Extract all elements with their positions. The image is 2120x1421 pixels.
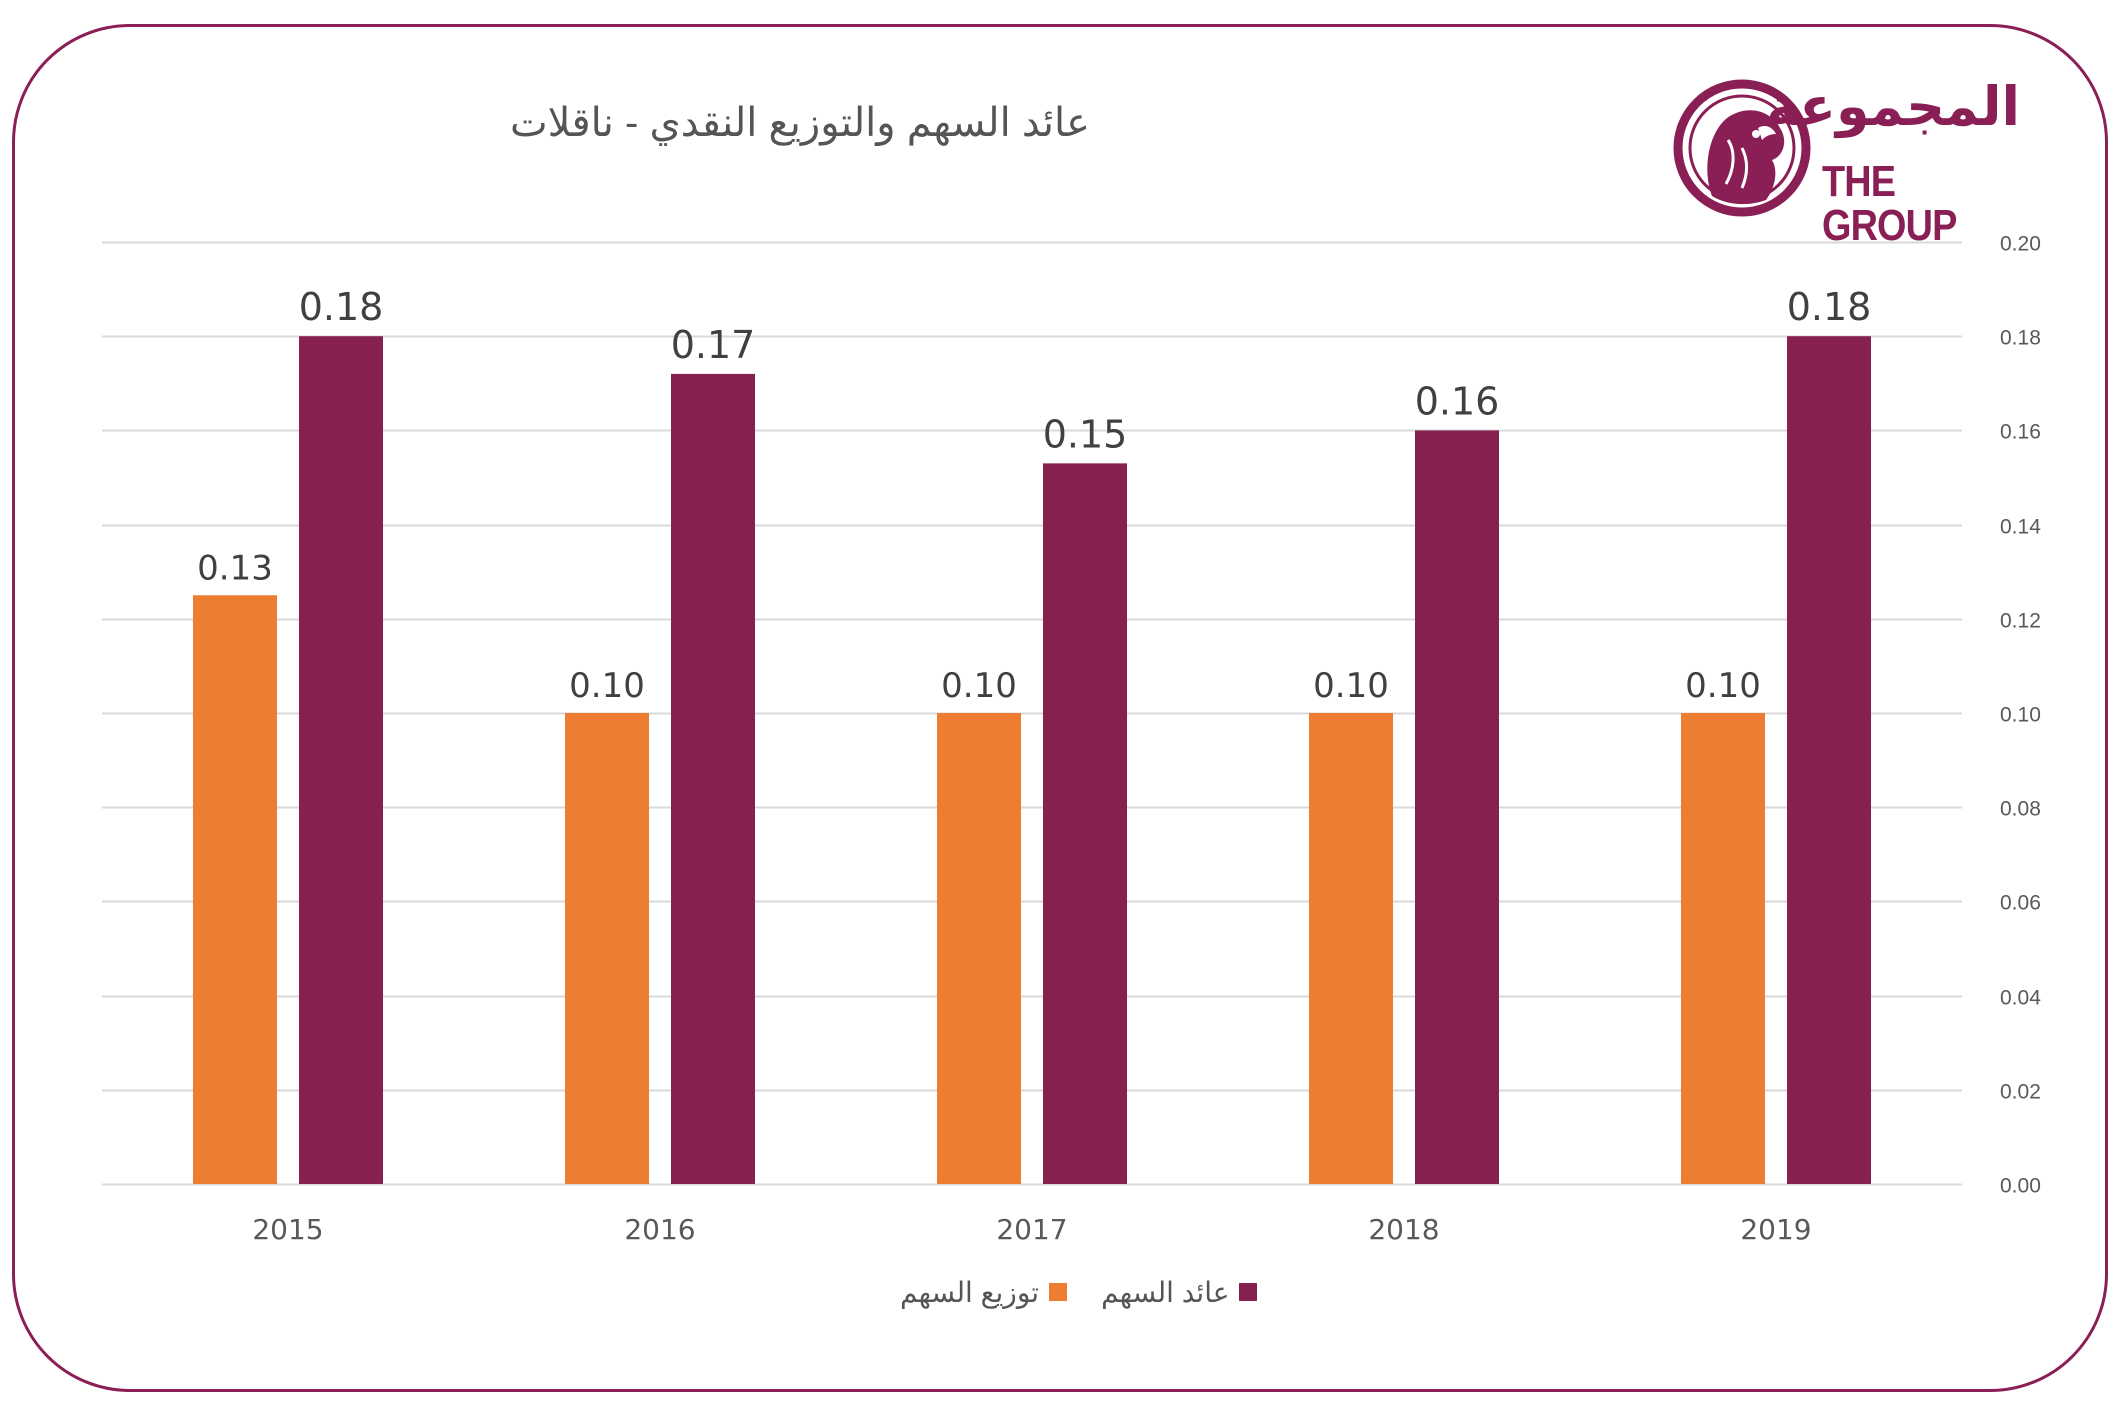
data-label-eps: 0.16 <box>1415 379 1500 423</box>
x-tick-label: 2015 <box>252 1213 323 1246</box>
data-label-dividend: 0.10 <box>1313 666 1389 706</box>
y-tick-label: 0.02 <box>2000 1081 2041 1104</box>
bar-eps <box>299 336 383 1184</box>
data-label-eps: 0.15 <box>1043 412 1128 456</box>
chart-title: عائد السهم والتوزيع النقدي - ناقلات <box>509 101 1091 145</box>
legend-item-dividend: توزيع السهم <box>900 1276 1068 1309</box>
bar-dividend <box>937 713 1021 1184</box>
company-logo: المجموعة THE GROUP <box>1672 77 2022 248</box>
y-tick-label: 0.04 <box>2000 987 2041 1010</box>
y-tick-label: 0.00 <box>2000 1175 2041 1198</box>
legend-label-dividend: توزيع السهم <box>900 1276 1040 1308</box>
y-tick-label: 0.20 <box>2000 233 2041 256</box>
chart-legend: توزيع السهم عائد السهم <box>900 1272 1258 1312</box>
legend-swatch-eps <box>1239 1283 1258 1301</box>
data-label-eps: 0.18 <box>299 285 384 329</box>
chart-frame <box>12 24 2108 1392</box>
bar-eps <box>1043 463 1127 1184</box>
bar-eps <box>671 373 755 1184</box>
y-tick-label: 0.12 <box>2000 610 2041 633</box>
logo-arabic-text: المجموعة <box>1766 77 2020 137</box>
data-label-dividend: 0.10 <box>1685 666 1761 706</box>
bar-dividend <box>565 713 649 1184</box>
x-tick-label: 2016 <box>624 1213 695 1246</box>
legend-item-eps: عائد السهم <box>1101 1276 1258 1309</box>
falcon-logo-icon <box>1673 79 1811 217</box>
y-tick-label: 0.10 <box>2000 704 2041 727</box>
y-tick-label: 0.08 <box>2000 798 2041 821</box>
y-tick-label: 0.18 <box>2000 327 2041 350</box>
bar-dividend <box>1309 713 1393 1184</box>
y-tick-label: 0.16 <box>2000 421 2041 444</box>
bar-dividend <box>193 595 277 1184</box>
bar-eps <box>1787 336 1871 1184</box>
x-tick-label: 2019 <box>1740 1213 1811 1246</box>
x-tick-label: 2018 <box>1368 1213 1439 1246</box>
legend-swatch-dividend <box>1049 1283 1068 1301</box>
logo-english-text: THE GROUP <box>1822 157 1957 250</box>
y-tick-label: 0.14 <box>2000 516 2041 539</box>
data-label-eps: 0.17 <box>671 323 756 367</box>
y-tick-label: 0.06 <box>2000 892 2041 915</box>
data-label-eps: 0.18 <box>1787 285 1872 329</box>
bar-dividend <box>1681 713 1765 1184</box>
x-tick-label: 2017 <box>996 1213 1067 1246</box>
data-label-dividend: 0.13 <box>197 548 273 588</box>
data-label-dividend: 0.10 <box>941 666 1017 706</box>
legend-label-eps: عائد السهم <box>1101 1276 1230 1308</box>
data-label-dividend: 0.10 <box>569 666 645 706</box>
bar-eps <box>1415 430 1499 1184</box>
